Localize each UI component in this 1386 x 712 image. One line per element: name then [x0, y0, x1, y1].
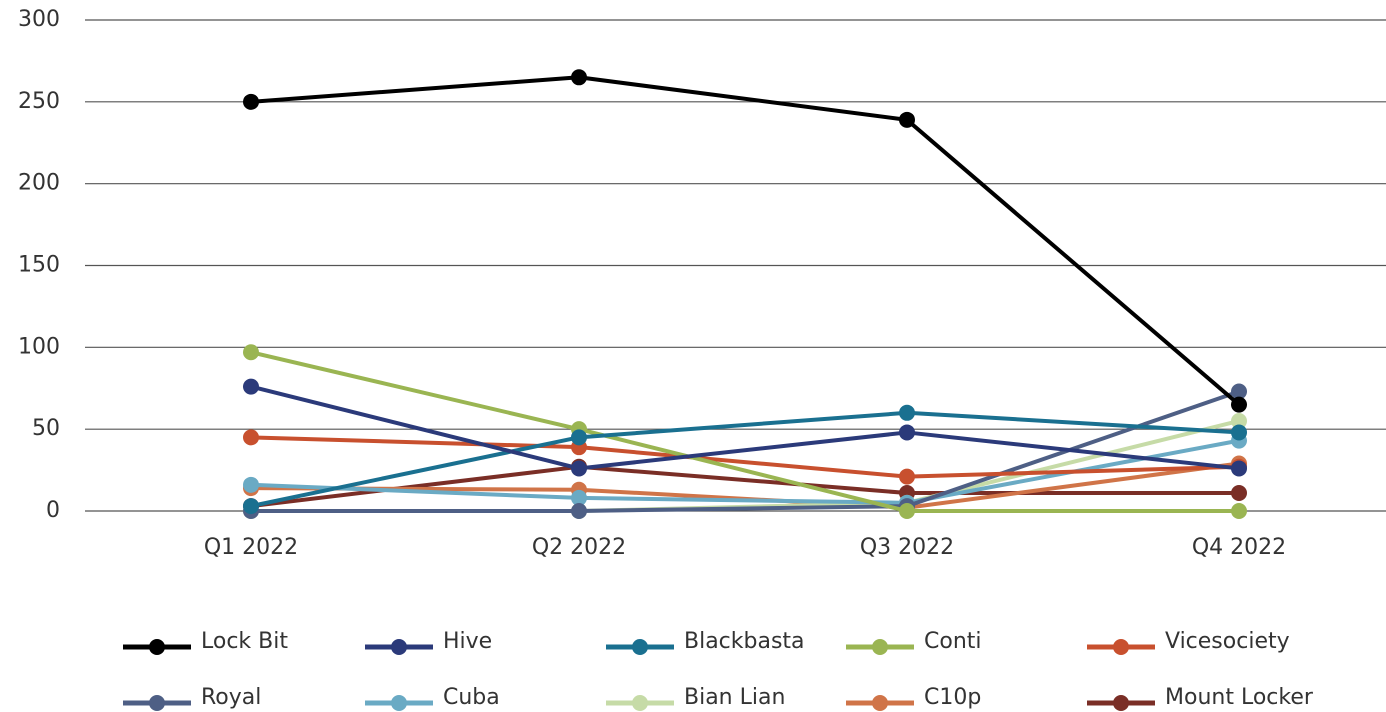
legend-label: C10p: [924, 685, 981, 710]
y-tick-label: 0: [46, 498, 60, 523]
data-point: [899, 468, 915, 485]
series-line: [250, 350, 1239, 513]
series-line: [250, 384, 1240, 471]
legend-marker: [391, 639, 407, 655]
legend-label: Hive: [443, 629, 492, 654]
legend-marker: [1113, 695, 1129, 711]
data-point: [571, 460, 587, 477]
legend-label: Cuba: [443, 685, 500, 710]
data-point: [1231, 503, 1247, 519]
data-point: [1231, 412, 1247, 429]
legend-label: Royal: [201, 685, 261, 710]
legend-marker: [391, 695, 407, 711]
data-point: [1231, 383, 1247, 400]
x-tick-label: Q2 2022: [532, 535, 626, 560]
y-tick-label: 200: [18, 171, 60, 196]
series-line: [250, 464, 1239, 509]
legend-label: Blackbasta: [684, 629, 805, 654]
data-point: [243, 378, 259, 395]
data-point: [1231, 460, 1247, 477]
y-tick-label: 150: [18, 253, 60, 278]
data-point: [1231, 424, 1247, 441]
series-line: [250, 435, 1240, 479]
x-tick-label: Q1 2022: [204, 535, 298, 560]
x-tick-label: Q4 2022: [1192, 535, 1286, 560]
y-tick-label: 300: [18, 7, 60, 32]
data-point: [899, 424, 915, 441]
legend-marker: [1113, 639, 1129, 655]
legend-marker: [149, 639, 165, 655]
legend-marker: [872, 639, 888, 655]
data-point: [243, 429, 259, 446]
data-point: [1231, 396, 1247, 413]
data-point: [571, 429, 587, 446]
y-tick-label: 100: [18, 334, 60, 359]
legend-label: Conti: [924, 629, 982, 654]
legend-label: Vicesociety: [1165, 629, 1290, 654]
legend-label: Bian Lian: [684, 685, 785, 710]
legend-label: Mount Locker: [1165, 685, 1314, 710]
series-line: [250, 410, 1240, 509]
data-point: [243, 498, 259, 515]
data-point: [899, 404, 915, 421]
x-tick-label: Q3 2022: [860, 535, 954, 560]
data-point: [243, 476, 259, 493]
legend-marker: [632, 639, 648, 655]
data-point: [899, 503, 915, 519]
data-point: [571, 69, 587, 86]
data-point: [243, 93, 259, 110]
legend-marker: [872, 695, 888, 711]
data-point: [571, 503, 587, 519]
y-tick-label: 250: [18, 89, 60, 114]
data-point: [571, 489, 587, 506]
legend-label: Lock Bit: [201, 629, 288, 654]
data-point: [899, 111, 915, 128]
legend-marker: [632, 695, 648, 711]
data-point: [1231, 484, 1247, 501]
series-line: [250, 75, 1241, 407]
legend-marker: [149, 695, 165, 711]
y-tick-label: 50: [32, 416, 60, 441]
data-point: [243, 344, 259, 361]
